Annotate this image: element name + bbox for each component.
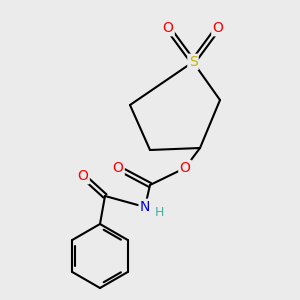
Text: O: O	[112, 161, 123, 175]
Text: H: H	[154, 206, 164, 220]
Text: O: O	[180, 161, 190, 175]
Text: O: O	[213, 21, 224, 35]
Text: S: S	[189, 55, 197, 69]
Text: O: O	[163, 21, 173, 35]
Text: N: N	[140, 200, 150, 214]
Text: O: O	[78, 169, 88, 183]
